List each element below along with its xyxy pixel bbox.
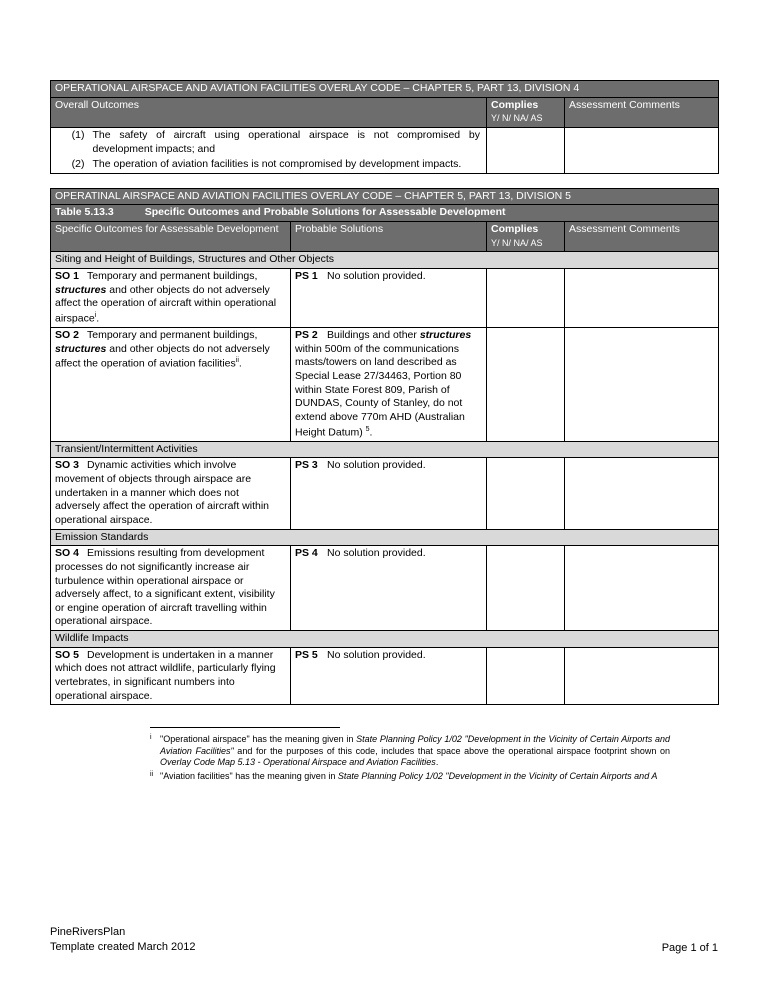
- so2-complies[interactable]: [487, 328, 565, 442]
- ps3: PS 3No solution provided.: [291, 458, 487, 529]
- t1-comments[interactable]: [565, 127, 719, 173]
- t1-num1: (1): [51, 127, 89, 157]
- so5-complies[interactable]: [487, 647, 565, 705]
- t1-item2: The operation of aviation facilities is …: [89, 157, 487, 173]
- t2-h3: Complies Y/ N/ NA/ AS: [487, 222, 565, 252]
- footer-right: Page 1 of 1: [662, 942, 718, 954]
- so1: SO 1Temporary and permanent buildings, s…: [51, 269, 291, 328]
- t2-h2: Probable Solutions: [291, 222, 487, 252]
- so4-comments[interactable]: [565, 546, 719, 631]
- so1-comments[interactable]: [565, 269, 719, 328]
- table-specific-outcomes: OPERATINAL AIRSPACE AND AVIATION FACILIT…: [50, 188, 719, 705]
- footnote-2: ii "Aviation facilities" has the meaning…: [150, 771, 670, 782]
- so3: SO 3Dynamic activities which involve mov…: [51, 458, 291, 529]
- t2-h4: Assessment Comments: [565, 222, 719, 252]
- table-overall-outcomes: OPERATIONAL AIRSPACE AND AVIATION FACILI…: [50, 80, 719, 174]
- t1-complies[interactable]: [487, 127, 565, 173]
- so5-comments[interactable]: [565, 647, 719, 705]
- footer-left: PineRiversPlan Template created March 20…: [50, 925, 196, 954]
- ps5: PS 5No solution provided.: [291, 647, 487, 705]
- t1-h2: Complies Y/ N/ NA/ AS: [487, 97, 565, 127]
- t2-subtitle: Table 5.13.3 Specific Outcomes and Proba…: [51, 205, 719, 222]
- sec-transient: Transient/Intermittent Activities: [51, 441, 719, 458]
- t1-h1: Overall Outcomes: [51, 97, 487, 127]
- t1-item1: The safety of aircraft using operational…: [89, 127, 487, 157]
- t1-title: OPERATIONAL AIRSPACE AND AVIATION FACILI…: [51, 81, 719, 98]
- so5: SO 5Development is undertaken in a manne…: [51, 647, 291, 705]
- so3-complies[interactable]: [487, 458, 565, 529]
- sec-siting: Siting and Height of Buildings, Structur…: [51, 252, 719, 269]
- footnotes: i "Operational airspace" has the meaning…: [150, 727, 670, 782]
- footnote-1: i "Operational airspace" has the meaning…: [150, 734, 670, 768]
- sec-emission: Emission Standards: [51, 529, 719, 546]
- ps4: PS 4No solution provided.: [291, 546, 487, 631]
- sec-wildlife: Wildlife Impacts: [51, 631, 719, 648]
- t2-title: OPERATINAL AIRSPACE AND AVIATION FACILIT…: [51, 188, 719, 205]
- so4: SO 4Emissions resulting from development…: [51, 546, 291, 631]
- so2: SO 2Temporary and permanent buildings, s…: [51, 328, 291, 442]
- so2-comments[interactable]: [565, 328, 719, 442]
- so3-comments[interactable]: [565, 458, 719, 529]
- ps2: PS 2Buildings and other structures withi…: [291, 328, 487, 442]
- so1-complies[interactable]: [487, 269, 565, 328]
- t1-h3: Assessment Comments: [565, 97, 719, 127]
- t1-num2: (2): [51, 157, 89, 173]
- t2-h1: Specific Outcomes for Assessable Develop…: [51, 222, 291, 252]
- so4-complies[interactable]: [487, 546, 565, 631]
- ps1: PS 1No solution provided.: [291, 269, 487, 328]
